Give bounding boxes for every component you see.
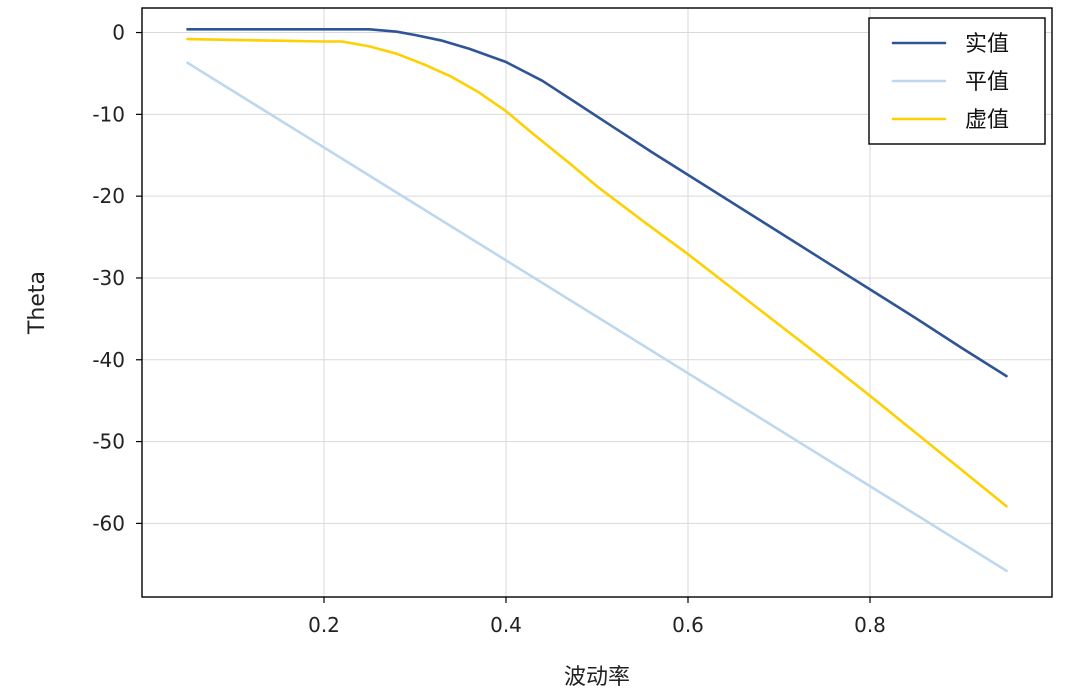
x-tick-label: 0.8: [854, 613, 886, 637]
legend-label: 实值: [965, 32, 1009, 57]
y-tick-label: -60: [92, 511, 125, 535]
axis-ticks: 0.2 0.4 0.6 0.8 0 -10 -20 -30 -40 -50 -60: [92, 21, 886, 637]
y-tick-label: -50: [92, 430, 125, 454]
plot-frame: [141, 7, 1053, 598]
legend-label: 平值: [965, 70, 1009, 95]
x-axis-title: 波动率: [564, 665, 630, 690]
series-line: [186, 61, 1008, 573]
x-tick-label: 0.6: [672, 613, 704, 637]
y-tick-label: -30: [92, 266, 125, 290]
x-tick-label: 0.2: [308, 613, 340, 637]
series-line: [186, 27, 1008, 378]
y-tick-label: -20: [92, 184, 125, 208]
legend-label: 虚值: [965, 108, 1009, 133]
y-axis-title: Theta: [25, 271, 50, 335]
y-tick-label: -10: [92, 102, 125, 126]
plot-lines: [186, 27, 1008, 573]
x-tick-label: 0.4: [490, 613, 522, 637]
y-tick-label: 0: [112, 21, 125, 45]
grid: [142, 8, 1052, 597]
legend: 实值 平值 虚值: [868, 17, 1046, 145]
y-tick-label: -40: [92, 348, 125, 372]
series-line: [186, 37, 1008, 508]
